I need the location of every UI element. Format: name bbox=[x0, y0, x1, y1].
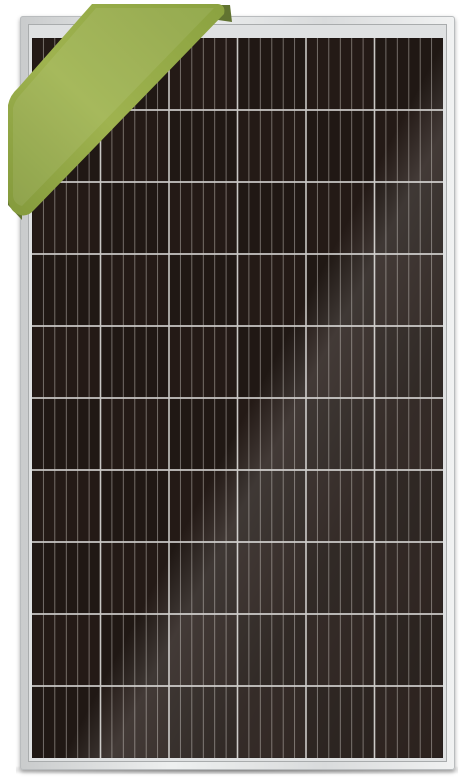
photovoltaic-cell-area bbox=[32, 38, 443, 758]
panel-shadow bbox=[16, 766, 458, 774]
solar-panel-frame bbox=[20, 16, 455, 770]
cell-grid bbox=[32, 38, 443, 758]
